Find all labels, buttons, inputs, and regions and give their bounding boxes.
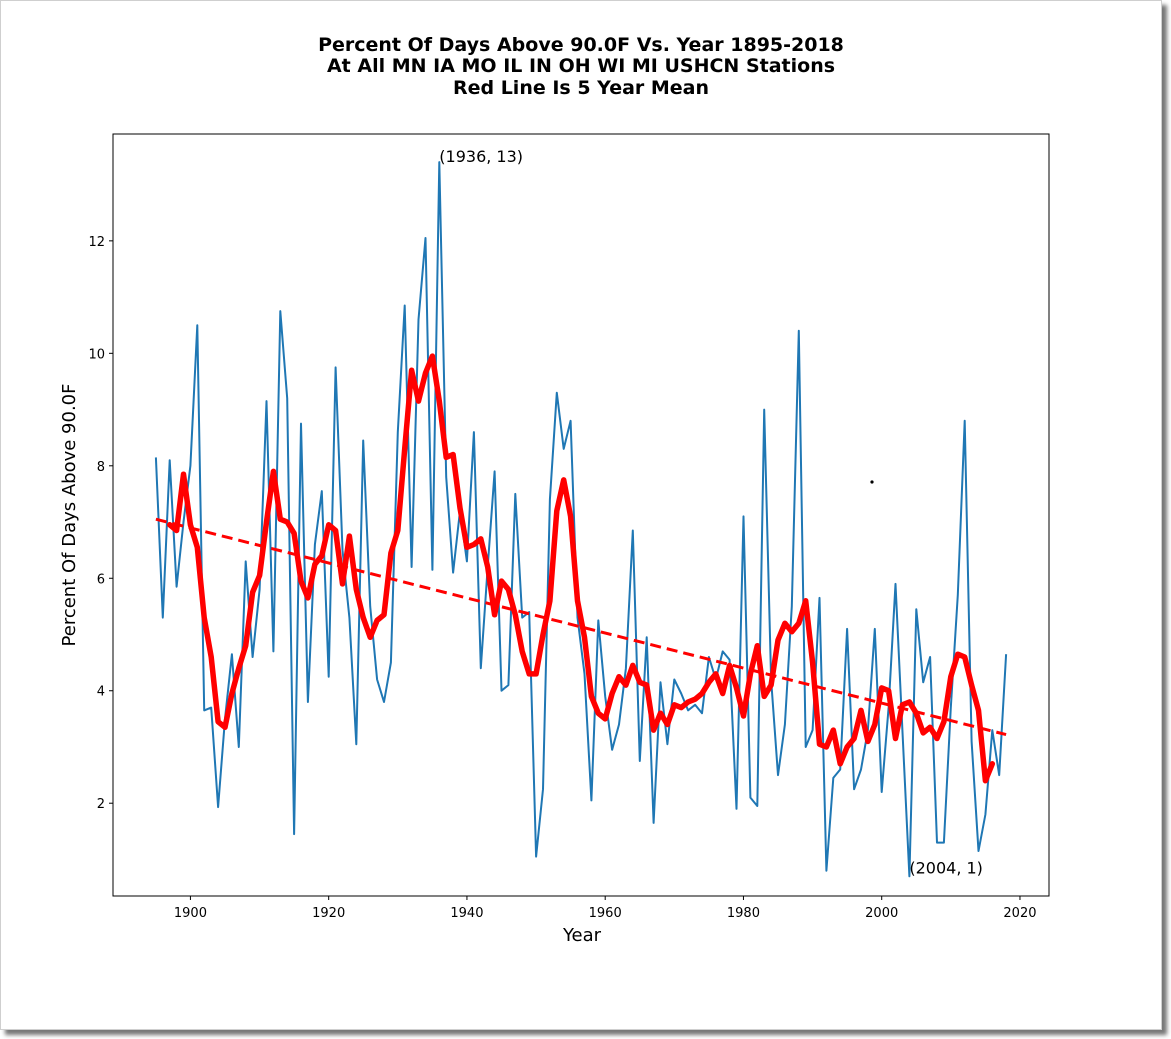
- x-tick-label: 1980: [727, 906, 760, 921]
- y-axis: 2 4 6 8 10 12: [88, 235, 113, 812]
- x-axis: 1900 1920 1940 1960 1980 2000 2020: [174, 896, 1037, 921]
- annual-series-line: [154, 161, 1008, 878]
- chart-title: Percent Of Days Above 90.0F Vs. Year 189…: [318, 34, 844, 99]
- y-tick-label: 10: [88, 347, 105, 362]
- y-tick-label: 8: [97, 460, 105, 475]
- y-tick-label: 6: [97, 572, 105, 587]
- y-tick-label: 4: [97, 685, 105, 700]
- plot-area: [112, 133, 1050, 897]
- title-line-3: Red Line Is 5 Year Mean: [453, 77, 709, 99]
- x-axis-label: Year: [562, 925, 602, 946]
- title-line-2: At All MN IA MO IL IN OH WI MI USHCN Sta…: [327, 55, 835, 77]
- series-layer: [154, 161, 1008, 878]
- x-tick-label: 1900: [174, 906, 207, 921]
- y-axis-label: Percent Of Days Above 90.0F: [59, 384, 80, 647]
- stray-dot: [870, 480, 874, 484]
- x-tick-label: 1920: [312, 906, 345, 921]
- y-tick-label: 12: [88, 235, 105, 250]
- annotation-label: (1936, 13): [439, 147, 523, 166]
- x-tick-label: 2020: [1003, 906, 1036, 921]
- x-tick-label: 2000: [865, 906, 898, 921]
- annotations: (1936, 13) (2004, 1): [439, 147, 983, 877]
- annotation-label: (2004, 1): [909, 859, 983, 878]
- five-year-mean-line: [166, 353, 996, 784]
- x-tick-label: 1940: [450, 906, 483, 921]
- y-tick-label: 2: [97, 797, 105, 812]
- x-tick-label: 1960: [589, 906, 622, 921]
- title-line-1: Percent Of Days Above 90.0F Vs. Year 189…: [318, 34, 844, 56]
